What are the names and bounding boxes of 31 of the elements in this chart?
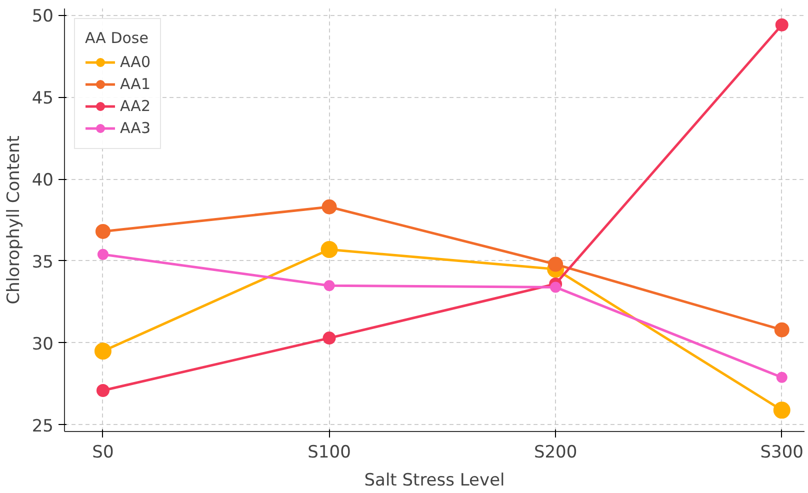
x-tick-label: S200 — [534, 442, 578, 462]
point — [548, 256, 564, 272]
point — [95, 224, 110, 239]
y-tick-label: 25 — [32, 416, 54, 436]
point — [94, 342, 112, 360]
point — [774, 322, 790, 338]
y-tick-label: 35 — [32, 252, 54, 272]
x-tick-label: S0 — [92, 442, 114, 462]
point — [320, 241, 338, 258]
point — [322, 332, 336, 345]
y-tick-label: 50 — [32, 6, 54, 27]
legend-label: AA3 — [120, 119, 150, 137]
x-tick-label: S300 — [760, 442, 804, 462]
x-axis-title: Salt Stress Level — [364, 470, 505, 490]
y-tick-label: 30 — [32, 334, 54, 354]
point — [97, 248, 108, 260]
point — [776, 372, 788, 383]
point — [96, 384, 110, 397]
y-tick-label: 45 — [32, 88, 54, 109]
point — [773, 402, 790, 419]
point — [775, 18, 788, 32]
legend-label: AA1 — [120, 75, 150, 93]
y-tick-label: 40 — [32, 170, 54, 191]
y-axis-title: Chlorophyll Content — [4, 135, 24, 304]
legend-label: AA0 — [120, 53, 150, 71]
point — [550, 282, 562, 293]
legend-title: AA Dose — [85, 29, 150, 47]
point — [324, 280, 335, 292]
x-tick-label: S100 — [308, 442, 351, 462]
legend-label: AA2 — [120, 97, 150, 115]
point — [322, 199, 337, 214]
